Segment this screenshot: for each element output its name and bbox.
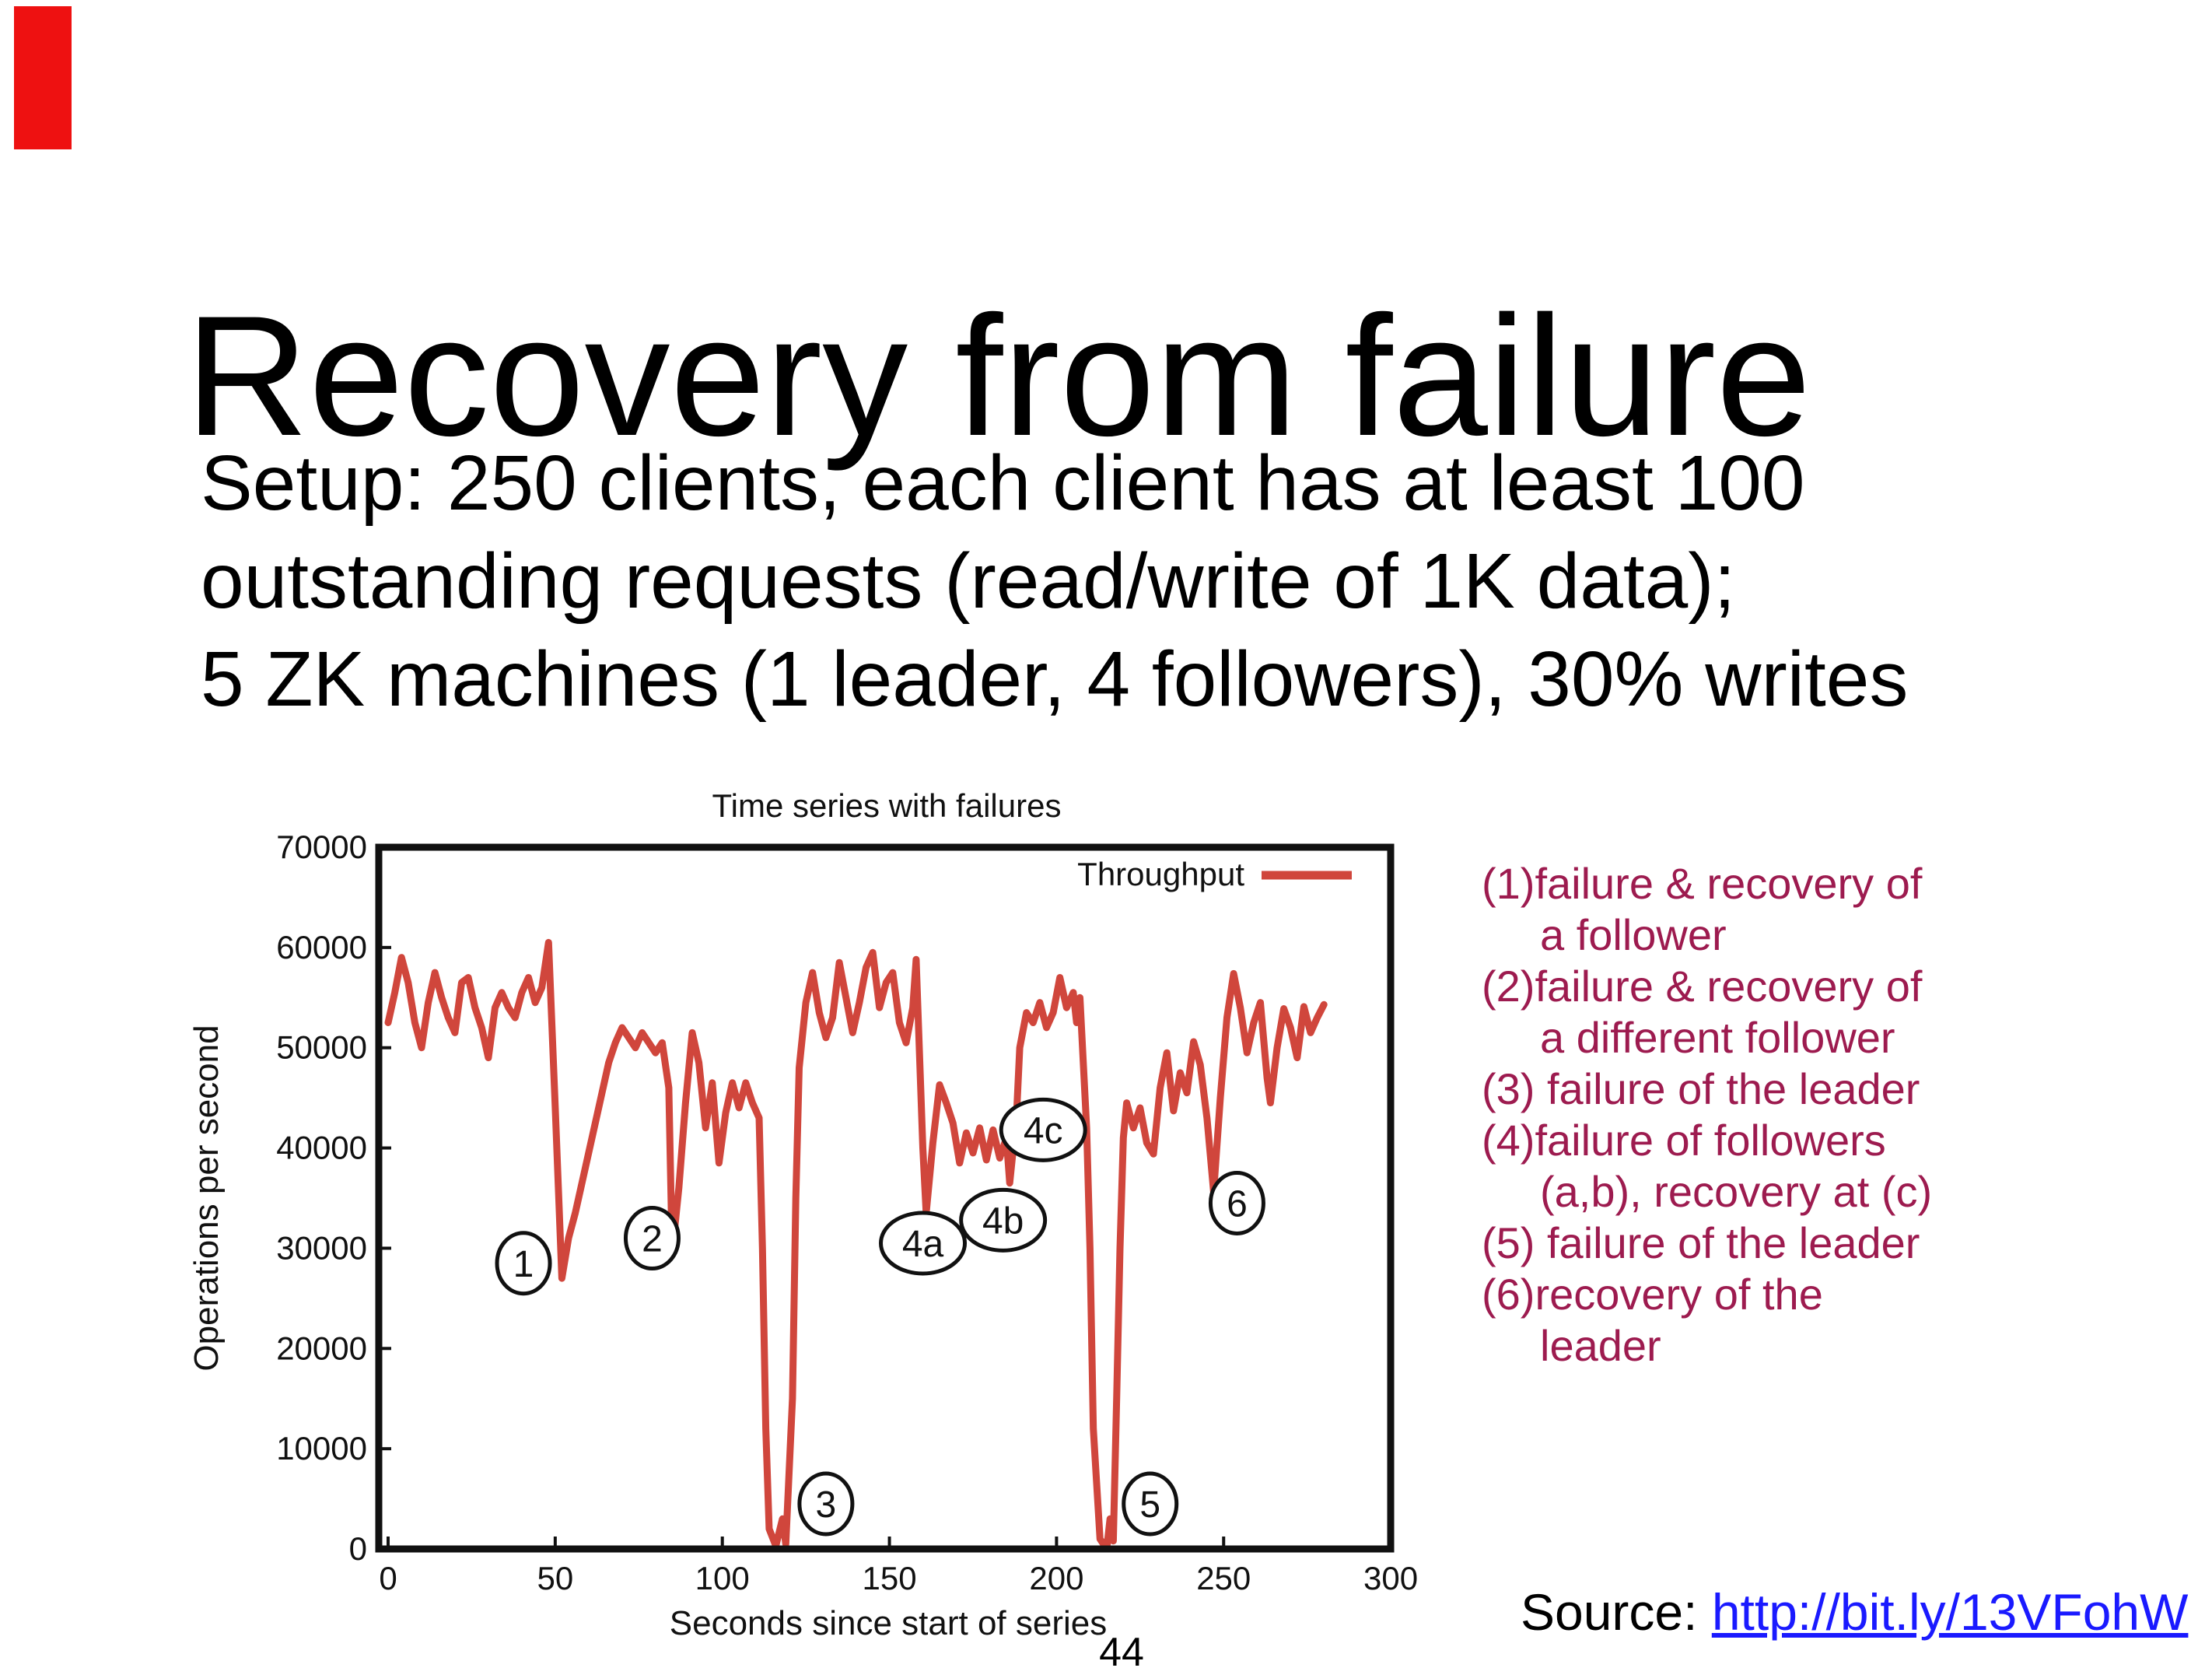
y-tick-label: 20000 [276,1330,367,1366]
throughput-chart: Time series with failures 0 10000 20000 3000… [179,774,1470,1661]
source-link[interactable]: http://bit.ly/13VFohW [1711,1583,2189,1641]
event-marker-label: 3 [816,1484,837,1526]
chart-title: Time series with failures [712,787,1062,824]
y-tick-label: 0 [349,1530,367,1567]
event-marker-label: 4b [982,1200,1024,1242]
y-axis-label: Operations per second [187,1025,226,1371]
legend-label: Throughput [1077,856,1244,892]
y-tick-label: 50000 [276,1029,367,1066]
event-line: (a,b), recovery at (c) [1540,1167,1933,1216]
event-marker-circle [495,1231,552,1296]
y-tick-label: 30000 [276,1229,367,1266]
event-marker-circle [1122,1471,1179,1537]
throughput-line [384,938,1328,1553]
x-axis-label: Seconds since start of series [670,1604,1107,1642]
event-marker-label: 1 [513,1244,534,1285]
event-line: a follower [1540,910,1727,959]
y-tick-label: 40000 [276,1130,367,1166]
page-number: 44 [1099,1630,1144,1675]
plot-border [375,843,1395,1553]
x-tick-label: 150 [863,1560,917,1596]
event-marker-circle [623,1206,681,1271]
y-tick-label: 70000 [276,829,367,865]
event-marker-circle [879,1211,968,1276]
y-tick-label: 10000 [276,1430,367,1467]
x-tick-label: 100 [695,1560,750,1596]
event-line: leader [1540,1321,1661,1370]
x-tick-label: 0 [379,1560,397,1596]
event-marker-circle [959,1187,1048,1253]
event-line: a different follower [1540,1013,1895,1062]
event-marker-label: 6 [1227,1183,1248,1225]
setup-text: Setup: 250 clients, each client has at l… [201,440,1909,723]
event-marker-label: 4c [1024,1110,1063,1151]
page-title: Recovery from failure [185,280,1811,472]
y-tick-label: 60000 [276,929,367,965]
source-line: Source: http://bit.ly/13VFohW [1521,1586,2188,1638]
event-legend-list: (1)failure & recovery of a follower (2)fai… [1482,858,1932,1372]
event-line: (3) failure of the leader [1482,1064,1920,1113]
event-marker-label: 4a [902,1224,944,1265]
event-line: (2)failure & recovery of [1482,962,1923,1011]
event-marker-label: 5 [1139,1484,1160,1526]
x-tick-label: 250 [1196,1560,1251,1596]
source-label: Source: [1521,1583,1698,1641]
event-marker-label: 2 [642,1219,663,1260]
event-marker-circle [797,1471,855,1537]
event-marker-circle [1208,1170,1265,1235]
event-line: (1)failure & recovery of [1482,859,1923,908]
throughput-chart-svg: Time series with failures010000200003000… [187,787,1418,1642]
event-line: (6)recovery of the [1482,1270,1823,1319]
event-line: (5) failure of the leader [1482,1218,1920,1267]
event-marker-circle [999,1097,1087,1162]
x-tick-label: 200 [1029,1560,1083,1596]
event-line: (4)failure of followers [1482,1116,1886,1165]
slide-corner-red-bar [14,6,72,149]
x-tick-label: 50 [537,1560,573,1596]
x-tick-label: 300 [1363,1560,1418,1596]
